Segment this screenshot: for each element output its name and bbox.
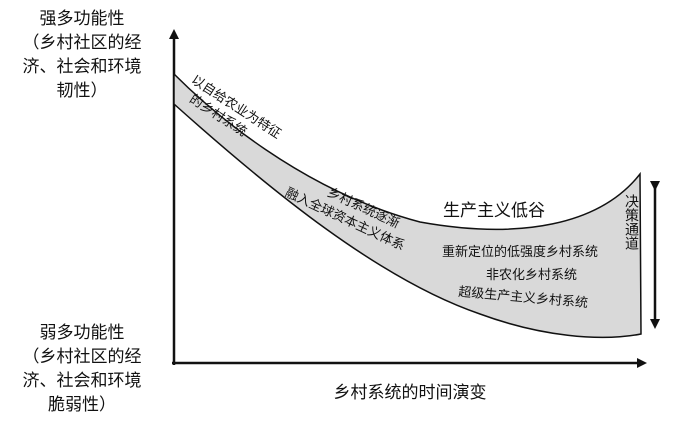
pathway-label-low-intensity: 重新定位的低强度乡村系统 [442, 244, 598, 260]
y-axis-bottom-label: 弱多功能性 （乡村社区的经 济、社会和环境 脆弱性） [23, 323, 142, 415]
y-axis-top-label: 强多功能性 （乡村社区的经 济、社会和环境 韧性） [23, 9, 142, 101]
svg-text:脆弱性）: 脆弱性） [48, 395, 116, 415]
svg-text:（乡村社区的经: （乡村社区的经 [23, 347, 142, 367]
svg-text:强多功能性: 强多功能性 [40, 9, 125, 29]
svg-text:韧性）: 韧性） [57, 81, 108, 101]
x-axis-label: 乡村系统的时间演变 [334, 383, 487, 403]
svg-text:弱多功能性: 弱多功能性 [40, 323, 125, 343]
valley-label: 生产主义低谷 [443, 201, 545, 221]
rural-system-band [173, 72, 642, 339]
svg-text:济、社会和环境: 济、社会和环境 [23, 371, 142, 391]
svg-text:（乡村社区的经: （乡村社区的经 [23, 33, 142, 53]
pathway-label-nonagricultural: 非农化乡村系统 [486, 268, 577, 283]
decision-channel-label: 决策通道 [623, 194, 639, 251]
svg-text:决策通道: 决策通道 [623, 194, 639, 251]
svg-text:济、社会和环境: 济、社会和环境 [23, 57, 142, 77]
